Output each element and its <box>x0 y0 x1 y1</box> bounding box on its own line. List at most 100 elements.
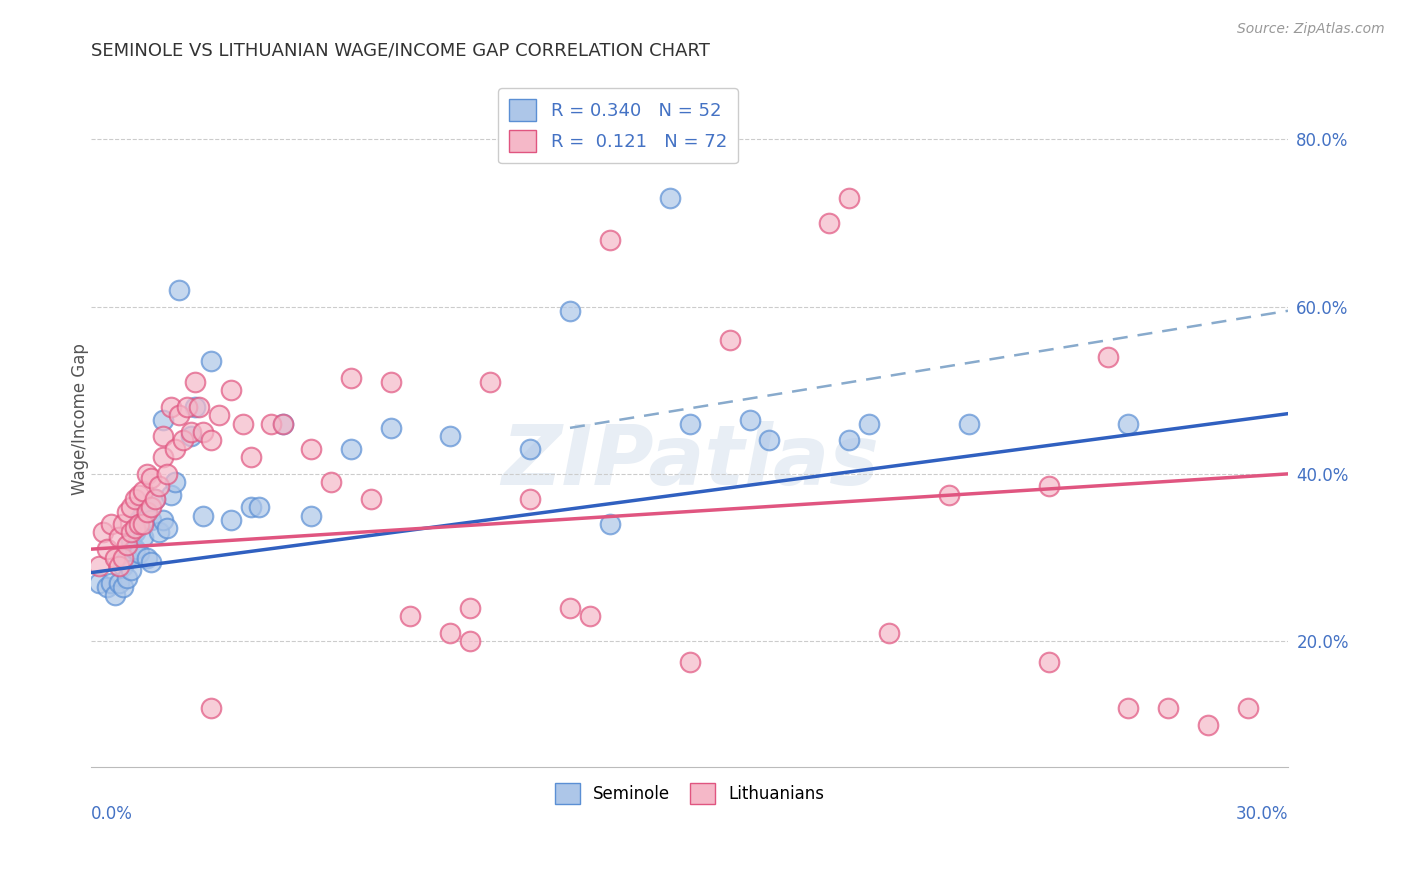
Point <box>132 530 155 544</box>
Text: SEMINOLE VS LITHUANIAN WAGE/INCOME GAP CORRELATION CHART: SEMINOLE VS LITHUANIAN WAGE/INCOME GAP C… <box>91 42 710 60</box>
Point <box>260 417 283 431</box>
Point <box>89 558 111 573</box>
Point <box>152 429 174 443</box>
Point <box>219 513 242 527</box>
Point <box>108 558 131 573</box>
Point <box>180 425 202 439</box>
Point <box>160 488 183 502</box>
Point <box>360 491 382 506</box>
Point <box>120 563 142 577</box>
Point <box>132 517 155 532</box>
Point <box>319 475 342 490</box>
Point <box>124 491 146 506</box>
Point <box>380 375 402 389</box>
Point <box>136 550 159 565</box>
Point <box>938 488 960 502</box>
Point <box>1097 350 1119 364</box>
Point <box>112 517 135 532</box>
Point <box>679 417 702 431</box>
Point <box>132 504 155 518</box>
Point <box>184 400 207 414</box>
Point <box>558 303 581 318</box>
Point <box>104 588 127 602</box>
Point <box>100 575 122 590</box>
Point <box>143 491 166 506</box>
Point <box>239 450 262 464</box>
Point <box>1038 479 1060 493</box>
Point <box>136 467 159 481</box>
Point <box>738 412 761 426</box>
Point <box>200 434 222 448</box>
Point <box>89 575 111 590</box>
Point <box>96 580 118 594</box>
Point <box>200 701 222 715</box>
Point <box>458 634 481 648</box>
Point <box>599 517 621 532</box>
Point <box>558 600 581 615</box>
Point <box>519 442 541 456</box>
Point <box>165 442 187 456</box>
Point <box>167 409 190 423</box>
Point <box>91 525 114 540</box>
Point <box>1118 701 1140 715</box>
Point <box>838 191 860 205</box>
Point <box>167 283 190 297</box>
Point <box>108 575 131 590</box>
Text: Source: ZipAtlas.com: Source: ZipAtlas.com <box>1237 22 1385 37</box>
Point <box>117 538 139 552</box>
Point <box>479 375 502 389</box>
Point <box>1118 417 1140 431</box>
Point <box>339 442 361 456</box>
Point <box>117 550 139 565</box>
Point <box>439 625 461 640</box>
Point <box>141 555 163 569</box>
Point <box>120 525 142 540</box>
Point <box>124 525 146 540</box>
Point <box>818 216 841 230</box>
Point <box>208 409 231 423</box>
Text: ZIPatlas: ZIPatlas <box>501 421 879 501</box>
Point <box>299 442 322 456</box>
Point <box>200 354 222 368</box>
Point <box>96 542 118 557</box>
Point <box>148 525 170 540</box>
Point <box>579 609 602 624</box>
Point <box>165 475 187 490</box>
Point <box>957 417 980 431</box>
Point <box>112 580 135 594</box>
Point <box>152 450 174 464</box>
Point <box>1038 655 1060 669</box>
Point <box>658 191 681 205</box>
Point <box>128 488 150 502</box>
Point <box>141 513 163 527</box>
Point <box>191 508 214 523</box>
Point <box>128 517 150 532</box>
Point <box>838 434 860 448</box>
Point <box>718 333 741 347</box>
Point <box>104 550 127 565</box>
Point <box>299 508 322 523</box>
Point <box>380 421 402 435</box>
Point <box>156 521 179 535</box>
Point <box>141 500 163 515</box>
Point <box>112 558 135 573</box>
Point <box>124 542 146 557</box>
Point <box>124 521 146 535</box>
Y-axis label: Wage/Income Gap: Wage/Income Gap <box>72 343 89 495</box>
Point <box>232 417 254 431</box>
Point <box>271 417 294 431</box>
Point <box>120 533 142 548</box>
Point <box>160 400 183 414</box>
Point <box>679 655 702 669</box>
Point <box>180 429 202 443</box>
Point <box>172 434 194 448</box>
Point <box>112 550 135 565</box>
Text: 30.0%: 30.0% <box>1236 805 1288 823</box>
Point <box>239 500 262 515</box>
Point <box>188 400 211 414</box>
Point <box>339 370 361 384</box>
Point <box>148 479 170 493</box>
Point <box>458 600 481 615</box>
Point <box>120 500 142 515</box>
Point <box>156 467 179 481</box>
